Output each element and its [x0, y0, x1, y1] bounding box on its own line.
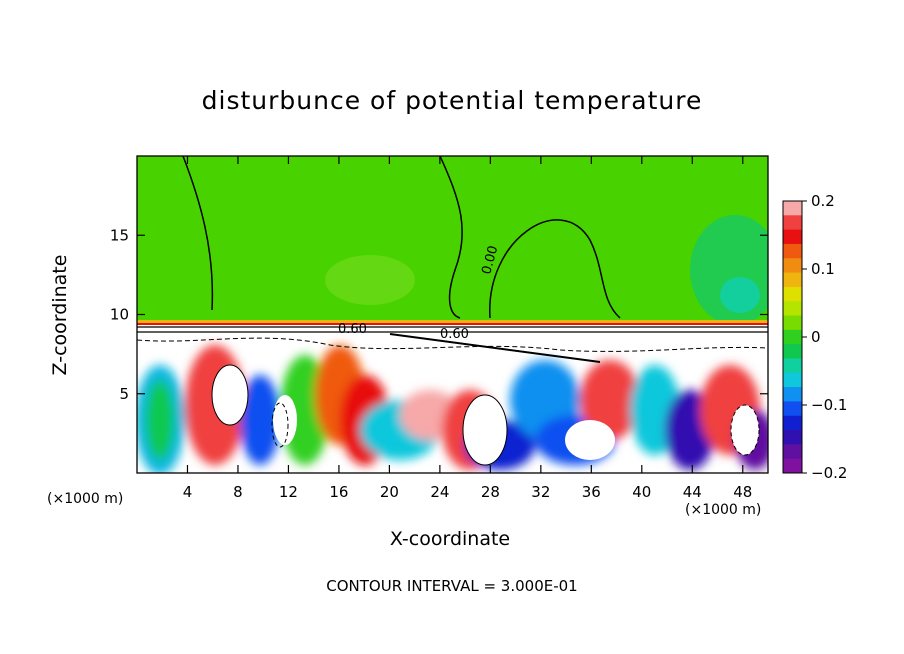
colorbar-swatch	[783, 243, 802, 259]
colorbar-swatch	[783, 430, 802, 445]
colorbar-swatch	[783, 229, 802, 245]
x-tick-label: 8	[233, 483, 243, 501]
x-axis: 4 8 12 16 20 24 28 32 36 40 44 48	[183, 156, 752, 501]
x-tick-label: 44	[683, 483, 702, 501]
upper-anomaly	[720, 277, 760, 313]
colorbar-swatch	[783, 415, 802, 431]
white-core	[463, 395, 507, 465]
white-core	[212, 365, 248, 425]
colorbar-swatch	[783, 272, 802, 288]
colorbar-tick-label: −0.1	[811, 396, 847, 414]
colorbar-tick-label: 0.2	[811, 192, 835, 210]
colorbar-tick-label: −0.2	[811, 464, 847, 482]
contour-line	[462, 394, 508, 466]
contour-interval-note: CONTOUR INTERVAL = 3.000E-01	[326, 577, 578, 595]
contour-label: 0.00	[479, 244, 501, 276]
colorbar-swatch	[783, 458, 802, 474]
colorbar-swatch	[783, 344, 802, 359]
x-tick-label: 32	[531, 483, 550, 501]
contour-line	[137, 337, 768, 352]
tropopause-band	[137, 323, 768, 325]
contour-line	[182, 156, 214, 311]
upper-anomaly	[325, 255, 415, 305]
x-tick-label: 12	[279, 483, 298, 501]
colorbar-swatch	[783, 286, 802, 302]
colorbar-swatch	[783, 329, 802, 345]
x-tick-label: 36	[582, 483, 601, 501]
upper-region	[137, 156, 768, 326]
y-tick-label: 5	[119, 385, 129, 403]
colorbar: 0.2 0.1 0 −0.1 −0.2	[782, 192, 847, 482]
chart-title: disturbunce of potential temperature	[201, 86, 703, 115]
white-core	[273, 395, 297, 445]
x-unit-label-left: (×1000 m)	[47, 491, 124, 507]
white-core	[565, 420, 615, 460]
colorbar-swatch	[783, 358, 802, 374]
x-tick-label: 16	[329, 483, 348, 501]
contour-label: 0.60	[338, 322, 367, 337]
x-tick-label: 48	[733, 483, 752, 501]
x-tick-label: 4	[183, 483, 193, 501]
field-layer	[137, 156, 768, 473]
colorbar-swatch	[783, 301, 802, 317]
colorbar-swatch	[783, 201, 802, 216]
colorbar-swatch	[783, 387, 802, 402]
x-unit-label-right: (×1000 m)	[685, 502, 762, 518]
contour-line	[389, 333, 601, 363]
colorbar-swatch	[783, 215, 802, 231]
y-tick-label: 10	[110, 306, 129, 324]
y-tick-label: 15	[110, 226, 129, 244]
contour-line	[489, 219, 621, 319]
colorbar-tick-label: 0.1	[811, 260, 835, 278]
colorbar-swatch	[783, 401, 802, 417]
colorbar-tick-label: 0	[811, 328, 821, 346]
contour-line	[211, 364, 249, 426]
x-tick-label: 20	[380, 483, 399, 501]
colorbar-swatch	[783, 444, 802, 460]
contour-line	[439, 156, 463, 319]
x-tick-label: 24	[430, 483, 449, 501]
x-axis-label: X-coordinate	[389, 528, 511, 550]
contour-line	[730, 404, 760, 456]
colorbar-swatch	[783, 372, 802, 388]
contour-line	[271, 402, 289, 448]
y-axis: 5 10 15	[110, 226, 768, 403]
x-tick-label: 28	[481, 483, 500, 501]
tropopause-band	[137, 320, 768, 323]
white-core	[731, 405, 759, 455]
x-tick-label: 40	[632, 483, 651, 501]
colorbar-swatch	[783, 315, 802, 331]
colorbar-swatch	[783, 258, 802, 274]
contour-label: 0.60	[440, 327, 469, 342]
